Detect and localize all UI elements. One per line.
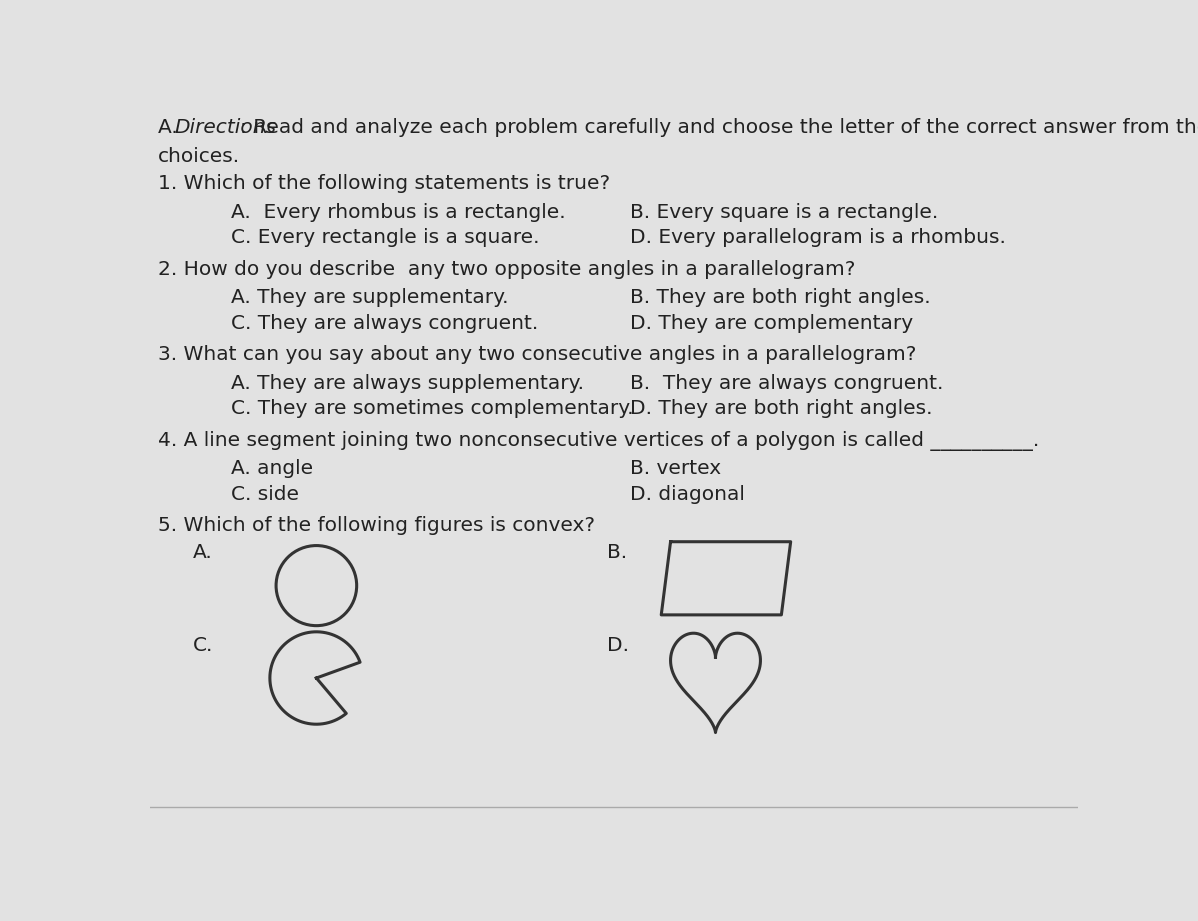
Text: 2. How do you describe  any two opposite angles in a parallelogram?: 2. How do you describe any two opposite … xyxy=(157,260,855,279)
Text: B. Every square is a rectangle.: B. Every square is a rectangle. xyxy=(630,203,938,222)
Text: D. They are both right angles.: D. They are both right angles. xyxy=(630,400,933,418)
Text: A. They are supplementary.: A. They are supplementary. xyxy=(231,288,509,308)
Text: choices.: choices. xyxy=(157,147,240,167)
Text: C. side: C. side xyxy=(231,484,300,504)
Text: Directions: Directions xyxy=(175,118,277,137)
Text: B.  They are always congruent.: B. They are always congruent. xyxy=(630,374,944,393)
Text: 4. A line segment joining two nonconsecutive vertices of a polygon is called ___: 4. A line segment joining two nonconsecu… xyxy=(157,431,1039,451)
Text: 5. Which of the following figures is convex?: 5. Which of the following figures is con… xyxy=(157,517,594,535)
Text: C.: C. xyxy=(193,635,213,655)
Text: D. They are complementary: D. They are complementary xyxy=(630,314,913,332)
Text: C. They are always congruent.: C. They are always congruent. xyxy=(231,314,538,332)
Text: 3. What can you say about any two consecutive angles in a parallelogram?: 3. What can you say about any two consec… xyxy=(157,345,916,365)
Text: D. diagonal: D. diagonal xyxy=(630,484,745,504)
Text: B.: B. xyxy=(607,543,627,562)
Text: D.: D. xyxy=(607,635,629,655)
Text: A. angle: A. angle xyxy=(231,460,313,478)
Text: C. Every rectangle is a square.: C. Every rectangle is a square. xyxy=(231,228,539,248)
Text: C. They are sometimes complementary.: C. They are sometimes complementary. xyxy=(231,400,634,418)
Text: A.: A. xyxy=(157,118,183,137)
Text: 1. Which of the following statements is true?: 1. Which of the following statements is … xyxy=(157,174,610,193)
Text: B. They are both right angles.: B. They are both right angles. xyxy=(630,288,931,308)
Text: A.  Every rhombus is a rectangle.: A. Every rhombus is a rectangle. xyxy=(231,203,565,222)
Text: A. They are always supplementary.: A. They are always supplementary. xyxy=(231,374,585,393)
Text: : Read and analyze each problem carefully and choose the letter of the correct a: : Read and analyze each problem carefull… xyxy=(241,118,1198,137)
Text: B. vertex: B. vertex xyxy=(630,460,721,478)
Text: A.: A. xyxy=(193,543,212,562)
Text: D. Every parallelogram is a rhombus.: D. Every parallelogram is a rhombus. xyxy=(630,228,1006,248)
